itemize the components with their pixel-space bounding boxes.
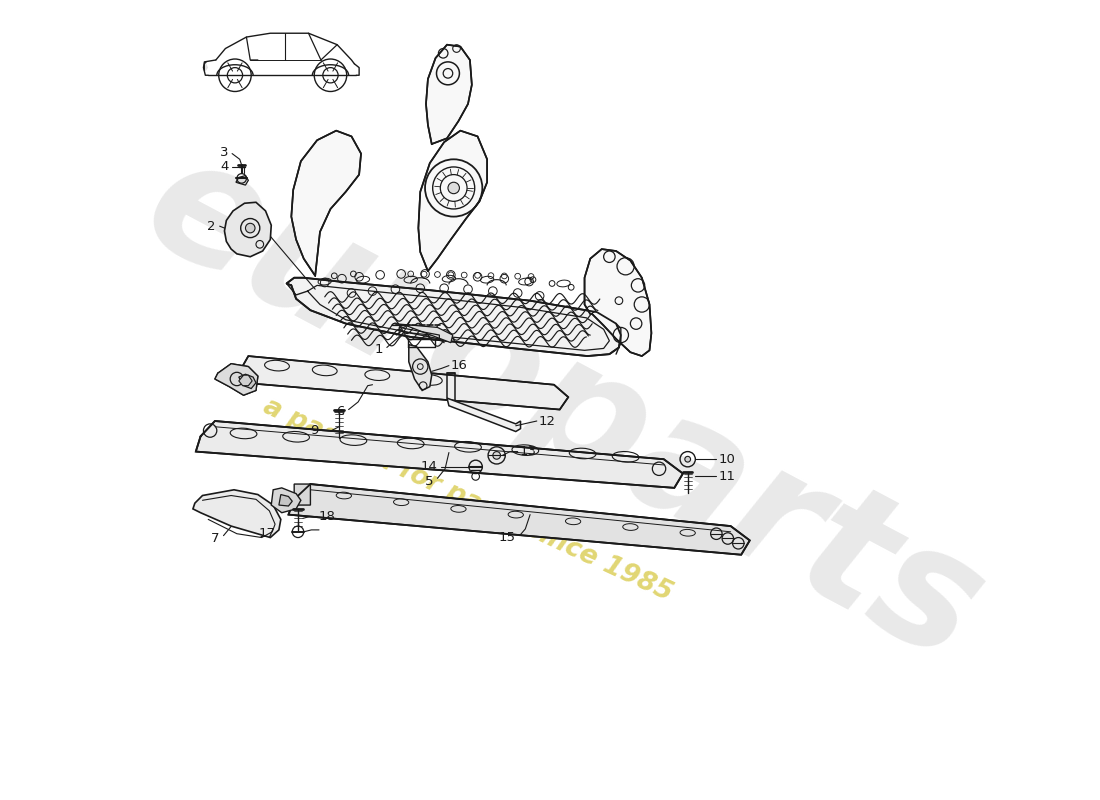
Polygon shape [279, 494, 293, 506]
Circle shape [448, 182, 460, 194]
Polygon shape [241, 356, 569, 410]
Text: 14: 14 [420, 460, 438, 474]
Polygon shape [204, 63, 207, 70]
Polygon shape [239, 374, 256, 389]
Text: 6: 6 [337, 405, 344, 418]
Polygon shape [392, 323, 453, 342]
Circle shape [245, 223, 255, 233]
Polygon shape [292, 130, 361, 276]
Polygon shape [584, 249, 651, 356]
Text: 11: 11 [718, 470, 735, 483]
Text: 9: 9 [310, 424, 318, 437]
Polygon shape [409, 345, 431, 390]
Text: 17: 17 [258, 527, 275, 540]
Text: a passion for parts since 1985: a passion for parts since 1985 [260, 394, 676, 607]
Polygon shape [447, 398, 520, 431]
Text: 15: 15 [498, 531, 516, 544]
Polygon shape [286, 278, 620, 356]
Circle shape [685, 456, 691, 462]
Polygon shape [192, 490, 280, 538]
Polygon shape [294, 484, 310, 505]
Text: 12: 12 [539, 414, 556, 427]
Polygon shape [224, 202, 272, 257]
Text: 2: 2 [208, 220, 216, 233]
Text: 13: 13 [519, 445, 537, 458]
Polygon shape [418, 130, 487, 271]
Polygon shape [426, 45, 472, 144]
Polygon shape [235, 175, 249, 185]
Text: 5: 5 [425, 474, 433, 488]
Polygon shape [214, 364, 257, 395]
Polygon shape [196, 421, 683, 488]
Polygon shape [288, 484, 750, 554]
Text: 7: 7 [211, 532, 220, 545]
Polygon shape [272, 488, 301, 513]
Circle shape [493, 451, 500, 459]
Text: 1: 1 [374, 343, 383, 356]
Text: 3: 3 [220, 146, 229, 159]
Text: 16: 16 [451, 359, 468, 372]
Text: europarts: europarts [119, 122, 1009, 698]
Polygon shape [239, 375, 252, 386]
Text: 10: 10 [718, 453, 735, 466]
Text: 4: 4 [220, 161, 229, 174]
Text: 18: 18 [319, 510, 336, 523]
